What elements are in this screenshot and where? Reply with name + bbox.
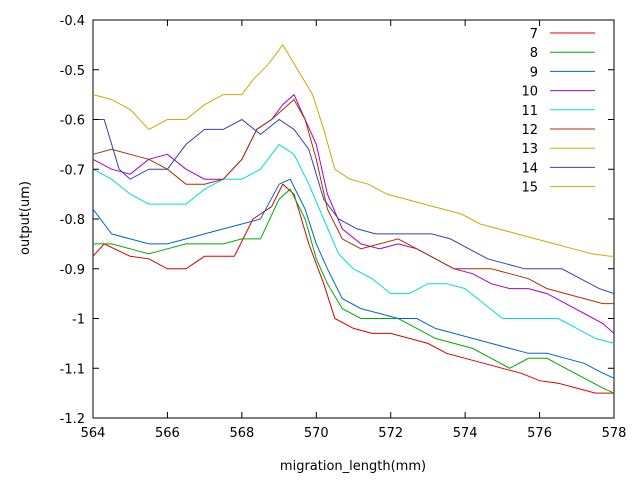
y-tick-label: -0.6 — [60, 114, 85, 129]
y-tick-label: -0.8 — [60, 213, 85, 228]
legend-label-10: 10 — [521, 85, 538, 100]
y-tick-label: -0.4 — [60, 14, 85, 29]
series-line-12 — [92, 98, 614, 305]
x-tick-label: 568 — [229, 426, 254, 441]
y-tick-label: -1 — [72, 313, 85, 328]
legend-label-12: 12 — [521, 123, 538, 138]
y-axis-title: output(um) — [18, 181, 33, 255]
x-axis-title: migration_length(mm) — [280, 459, 426, 474]
legend-label-15: 15 — [521, 181, 538, 196]
legend-label-14: 14 — [521, 161, 538, 176]
legend-label-7: 7 — [530, 27, 538, 42]
y-tick-label: -0.7 — [60, 163, 85, 178]
series-line-10 — [92, 93, 615, 334]
y-tick-label: -1.1 — [60, 362, 85, 377]
x-tick-label: 564 — [81, 426, 106, 441]
x-tick-label: 572 — [378, 426, 403, 441]
x-tick-label: 570 — [304, 426, 329, 441]
x-tick-label: 574 — [453, 426, 478, 441]
x-tick-label: 576 — [527, 426, 552, 441]
x-tick-label: 578 — [602, 426, 627, 441]
legend-label-11: 11 — [521, 104, 538, 119]
series-line-8 — [93, 188, 615, 394]
y-tick-label: -0.9 — [60, 263, 85, 278]
x-tick-label: 566 — [155, 426, 180, 441]
legend-label-13: 13 — [521, 142, 538, 157]
y-tick-label: -1.2 — [60, 412, 85, 427]
series-line-14 — [93, 118, 615, 295]
series-line-11 — [92, 143, 615, 344]
series-line-13 — [92, 44, 614, 257]
legend-label-9: 9 — [530, 65, 538, 80]
y-tick-label: -0.5 — [60, 64, 85, 79]
legend-label-8: 8 — [530, 46, 538, 61]
series-line-7 — [92, 183, 614, 394]
series-line-9 — [92, 178, 615, 379]
